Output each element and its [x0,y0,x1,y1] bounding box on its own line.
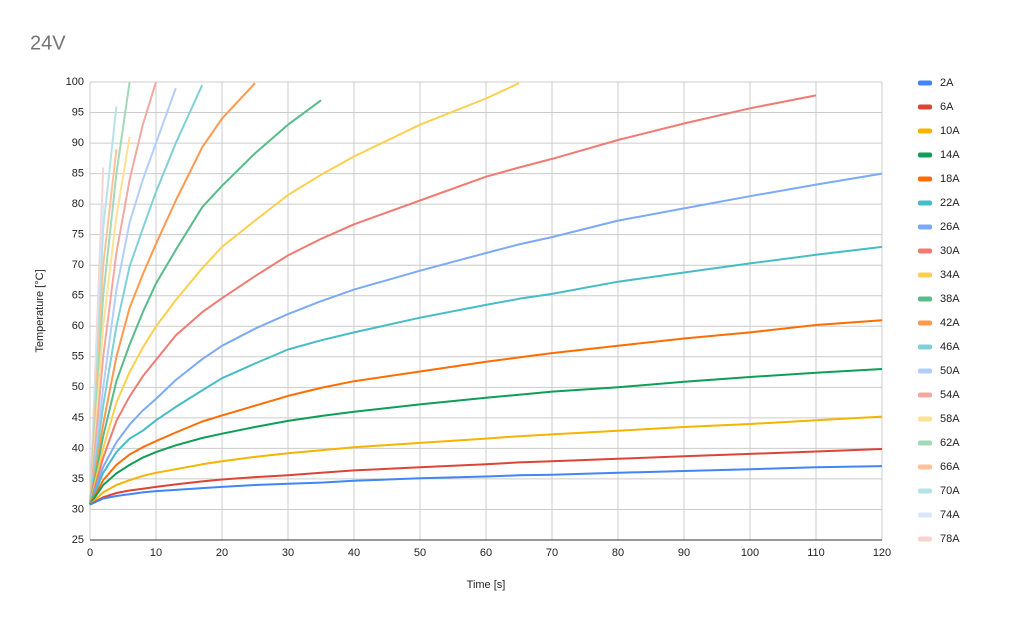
legend-label: 22A [940,197,960,209]
legend-swatch [918,224,932,230]
y-tick-label: 60 [72,320,84,332]
legend-swatch [918,296,932,302]
x-tick-label: 80 [612,547,624,559]
legend-label: 66A [940,461,960,473]
y-tick-label: 45 [72,412,84,424]
legend-swatch [918,80,932,86]
y-tick-label: 25 [72,534,84,546]
y-tick-label: 90 [72,137,84,149]
legend-swatch [918,464,932,470]
legend-swatch [918,248,932,254]
legend-label: 78A [940,533,960,545]
x-tick-label: 70 [546,547,558,559]
legend-label: 14A [940,149,960,161]
legend-swatch [918,416,932,422]
legend-swatch [918,536,932,542]
legend-label: 30A [940,245,960,257]
legend-swatch [918,392,932,398]
legend-swatch [918,320,932,326]
legend-label: 46A [940,341,960,353]
x-tick-label: 110 [807,547,825,559]
legend-swatch [918,512,932,518]
legend-label: 18A [940,173,960,185]
series-line [89,94,817,505]
legend-label: 6A [940,101,954,113]
y-tick-label: 50 [72,381,84,393]
legend-swatch [918,344,932,350]
y-tick-label: 85 [72,168,84,180]
y-tick-label: 75 [72,229,84,241]
series-line [89,136,131,505]
series-line [89,82,520,505]
series-line [89,172,883,505]
legend-swatch [918,104,932,110]
x-tick-label: 50 [414,547,426,559]
series-line [89,84,204,505]
series-line [89,81,131,505]
y-axis-label: Temperature [°C] [34,269,46,352]
legend-label: 58A [940,413,960,425]
y-tick-label: 30 [72,503,84,515]
series-line [89,82,256,505]
legend-label: 2A [940,77,954,89]
x-axis-label: Time [s] [467,579,506,591]
legend-swatch [918,440,932,446]
legend-label: 70A [940,485,960,497]
x-tick-label: 10 [150,547,162,559]
y-tick-label: 95 [72,106,84,118]
x-tick-label: 20 [216,547,228,559]
x-tick-label: 100 [741,547,759,559]
legend-swatch [918,200,932,206]
legend-label: 26A [940,221,960,233]
legend-label: 54A [940,389,960,401]
legend-label: 34A [940,269,960,281]
series-line [89,87,177,505]
legend-swatch [918,272,932,278]
legend-label: 62A [940,437,960,449]
x-tick-label: 30 [282,547,294,559]
y-tick-label: 35 [72,473,84,485]
series-line [89,465,883,506]
series-line [89,99,322,505]
series-line [89,319,883,506]
series-line [89,415,883,506]
legend-label: 50A [940,365,960,377]
x-tick-label: 0 [87,547,93,559]
legend-swatch [918,368,932,374]
legend-swatch [918,488,932,494]
y-tick-label: 80 [72,198,84,210]
legend-label: 38A [940,293,960,305]
y-tick-label: 100 [66,76,84,88]
x-tick-label: 60 [480,547,492,559]
legend-label: 74A [940,509,960,521]
chart-title: 24V [30,32,66,54]
series-line [89,448,883,506]
x-tick-label: 40 [348,547,360,559]
series-line [89,245,883,505]
x-tick-label: 120 [873,547,891,559]
y-tick-label: 65 [72,290,84,302]
y-tick-label: 40 [72,442,84,454]
legend-label: 10A [940,125,960,137]
legend-swatch [918,152,932,158]
y-tick-label: 55 [72,351,84,363]
legend-label: 42A [940,317,960,329]
legend-swatch [918,128,932,134]
x-tick-label: 90 [678,547,690,559]
series-line [89,368,883,506]
y-tick-label: 70 [72,259,84,271]
series-line [89,81,157,505]
legend-swatch [918,176,932,182]
